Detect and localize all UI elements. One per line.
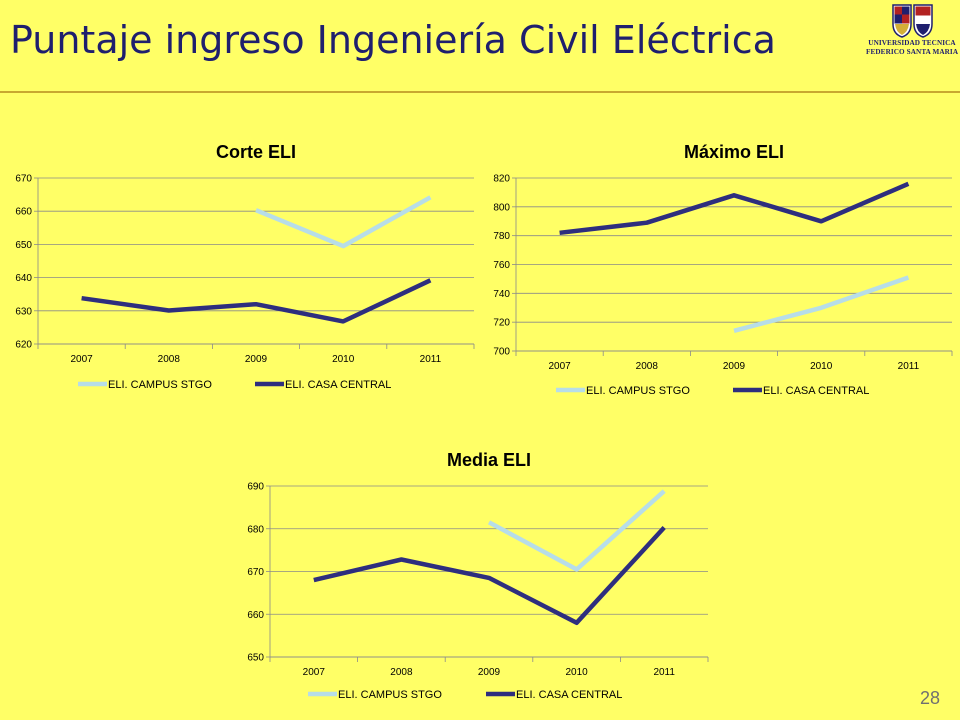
y-tick-label: 630 (15, 306, 32, 317)
x-tick-label: 2010 (332, 354, 355, 365)
legend-label-eli-campus-stgo: ELI. CAMPUS STGO (338, 689, 442, 701)
y-tick-label: 720 (493, 318, 510, 329)
y-tick-label: 800 (493, 202, 510, 213)
x-tick-label: 2007 (548, 361, 571, 372)
y-tick-label: 690 (247, 482, 264, 493)
y-tick-label: 760 (493, 260, 510, 271)
x-tick-label: 2007 (70, 354, 93, 365)
series-line-eli-casa-central (559, 181, 910, 236)
series-line-eli-campus-stgo (487, 489, 666, 572)
x-tick-label: 2011 (653, 667, 675, 678)
y-tick-label: 780 (493, 231, 510, 242)
x-tick-label: 2010 (565, 667, 588, 678)
x-tick-label: 2008 (636, 361, 659, 372)
series-line-eli-casa-central (313, 525, 666, 626)
series-line-eli-casa-central (81, 278, 432, 324)
x-tick-label: 2011 (898, 361, 920, 372)
logo-line-1: UNIVERSIDAD TECNICA (868, 39, 956, 47)
legend-label-eli-campus-stgo: ELI. CAMPUS STGO (108, 379, 212, 391)
chart-title: Media ELI (447, 450, 531, 470)
x-tick-label: 2009 (245, 354, 268, 365)
y-tick-label: 700 (493, 347, 510, 358)
page-number: 28 (919, 688, 940, 708)
chart-maximo-eli: Máximo ELI 700 720 740 760 780 800 820 2007 2008 2… (493, 142, 953, 397)
plot-area (38, 178, 474, 344)
x-tick-label: 2009 (478, 667, 501, 678)
legend-label-eli-casa-central: ELI. CASA CENTRAL (285, 379, 391, 391)
y-tick-label: 670 (15, 174, 32, 185)
chart-corte-eli: Corte ELI 620 630 640 650 660 670 2007 2008 2009 2… (15, 142, 475, 391)
series-line-eli-campus-stgo (255, 195, 432, 249)
chart-title: Máximo ELI (684, 142, 784, 162)
y-tick-label: 660 (15, 207, 32, 218)
logo-line-2: FEDERICO SANTA MARIA (866, 48, 959, 56)
chart-title: Corte ELI (216, 142, 296, 162)
y-tick-label: 680 (247, 524, 264, 535)
x-tick-label: 2009 (723, 361, 746, 372)
x-tick-label: 2011 (420, 354, 442, 365)
university-logo: UNIVERSIDAD TECNICA FEDERICO SANTA MARIA (866, 2, 958, 64)
y-tick-label: 620 (15, 340, 32, 351)
x-tick-label: 2007 (303, 667, 326, 678)
y-tick-label: 670 (247, 567, 264, 578)
y-tick-label: 650 (247, 653, 264, 664)
y-tick-label: 660 (247, 610, 264, 621)
y-tick-label: 640 (15, 273, 32, 284)
legend-label-eli-campus-stgo: ELI. CAMPUS STGO (586, 385, 690, 397)
y-tick-label: 740 (493, 289, 510, 300)
legend-label-eli-casa-central: ELI. CASA CENTRAL (763, 385, 869, 397)
x-tick-label: 2008 (158, 354, 181, 365)
x-tick-label: 2010 (810, 361, 833, 372)
title-divider (0, 91, 960, 93)
legend-label-eli-casa-central: ELI. CASA CENTRAL (516, 689, 622, 701)
x-tick-label: 2008 (390, 667, 413, 678)
y-tick-label: 650 (15, 240, 32, 251)
y-tick-label: 820 (493, 174, 510, 185)
slide-title: Puntaje ingreso Ingeniería Civil Eléctri… (10, 18, 776, 62)
series-line-eli-campus-stgo (733, 275, 910, 333)
crest-icon (892, 4, 933, 38)
chart-media-eli: Media ELI 650 660 670 680 690 2007 2008 2009 2010… (247, 450, 709, 701)
